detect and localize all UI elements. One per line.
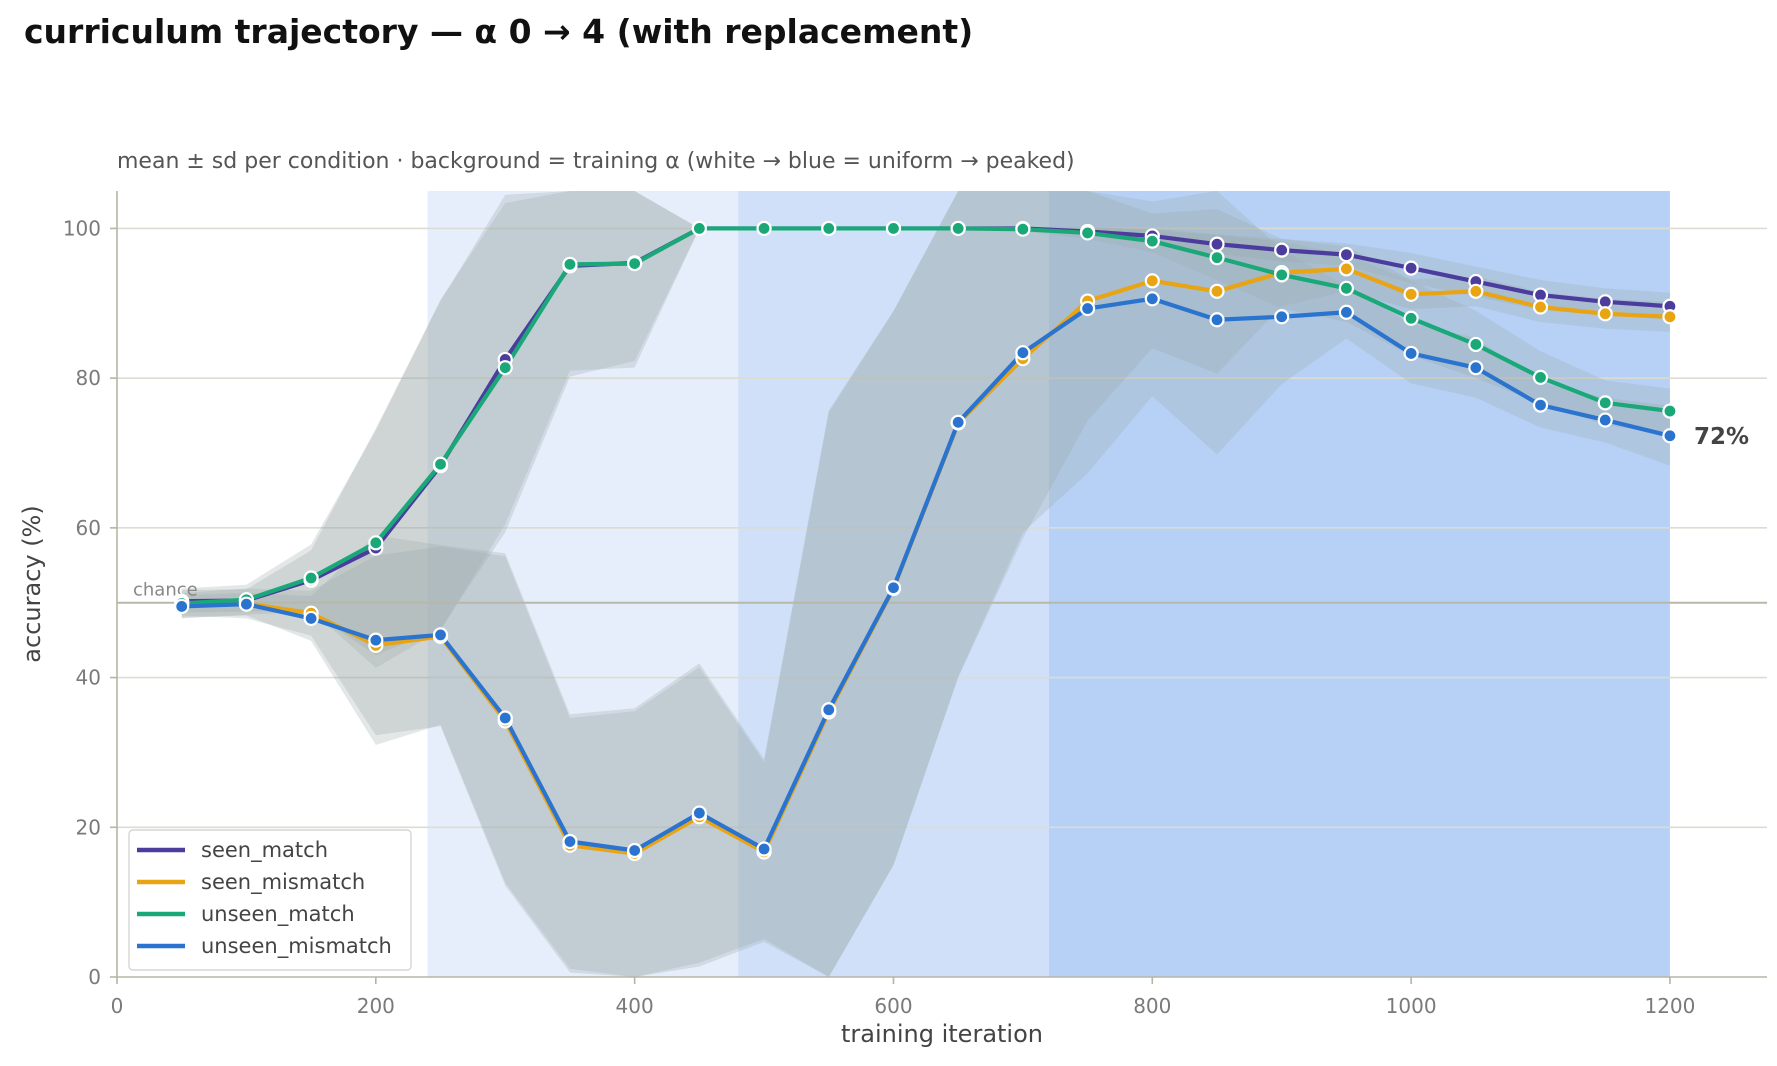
point-unseen_match [1209, 250, 1225, 266]
x-axis-label: training iteration [841, 1020, 1043, 1048]
series-line-unseen_match [181, 226, 1671, 606]
legend-label-seen_match: seen_match [201, 838, 328, 863]
x-tick-label: 1200 [1644, 994, 1695, 1018]
point-unseen_match [1274, 267, 1290, 283]
point-unseen_mismatch [174, 598, 190, 615]
point-unseen_match [1597, 395, 1613, 411]
point-seen_match [1338, 247, 1355, 263]
chart-title: curriculum trajectory — α 0 → 4 (with re… [24, 12, 974, 51]
point-seen_match [1209, 236, 1225, 252]
point-unseen_mismatch [1079, 300, 1096, 317]
point-unseen_match [368, 535, 384, 551]
final-value-label: 72% [1694, 424, 1749, 450]
sd-band-unseen_match [181, 191, 1670, 656]
point-unseen_match [1015, 221, 1031, 237]
chart-subtitle: mean ± sd per condition · background = t… [117, 149, 1075, 174]
legend-box [128, 829, 412, 971]
point-seen_mismatch [1209, 283, 1225, 299]
point-seen_mismatch [1403, 286, 1419, 302]
point-unseen_match [627, 256, 643, 272]
y-tick-label: 20 [76, 815, 101, 839]
point-unseen_match [1468, 336, 1484, 353]
point-unseen_mismatch [821, 702, 837, 718]
sd-band-unseen_mismatch [181, 191, 1670, 977]
point-unseen_match [756, 220, 772, 237]
x-tick-label: 1000 [1386, 994, 1437, 1018]
point-seen_mismatch [1144, 273, 1160, 289]
y-tick-label: 40 [76, 666, 101, 690]
point-unseen_match [432, 456, 449, 472]
legend: seen_match seen_mismatch unseen_matchunsee… [128, 829, 412, 971]
x-tick-label: 0 [111, 994, 124, 1018]
point-unseen_mismatch [1468, 360, 1484, 376]
point-unseen_mismatch [1274, 309, 1290, 325]
point-unseen_match [1403, 310, 1419, 326]
point-unseen_mismatch [1662, 428, 1678, 444]
point-unseen_mismatch [1597, 412, 1613, 428]
x-tick-label: 400 [616, 994, 654, 1018]
point-seen_mismatch [1597, 306, 1613, 322]
point-unseen_mismatch [368, 632, 384, 648]
point-unseen_mismatch [627, 842, 643, 859]
point-seen_mismatch [1532, 299, 1549, 315]
point-unseen_match [691, 220, 707, 237]
point-seen_match [1403, 260, 1419, 276]
sd-band-seen_mismatch [181, 191, 1670, 977]
point-unseen_match [562, 256, 578, 272]
point-unseen_match [1662, 403, 1678, 419]
point-unseen_match [497, 360, 513, 376]
y-tick-label: 60 [76, 516, 101, 540]
x-tick-label: 200 [357, 994, 395, 1018]
point-unseen_mismatch [497, 710, 513, 726]
y-axis-label: accuracy (%) [18, 505, 46, 662]
point-unseen_mismatch [691, 805, 707, 821]
point-unseen_mismatch [950, 414, 966, 430]
y-tick-label: 0 [88, 965, 101, 989]
x-tick-label: 800 [1133, 994, 1171, 1018]
point-unseen_match [1144, 233, 1160, 249]
point-seen_mismatch [1662, 309, 1678, 325]
point-unseen_mismatch [1144, 291, 1160, 307]
point-unseen_mismatch [1403, 345, 1419, 362]
point-unseen_match [303, 570, 319, 586]
point-unseen_match [885, 220, 902, 237]
point-seen_mismatch [1468, 283, 1484, 299]
point-unseen_mismatch [1209, 312, 1225, 328]
legend-label-seen_mismatch: seen_mismatch [201, 870, 365, 895]
point-unseen_mismatch [1015, 345, 1031, 361]
point-unseen_mismatch [756, 841, 772, 857]
point-unseen_mismatch [303, 610, 319, 627]
point-seen_mismatch [1338, 261, 1355, 277]
point-unseen_mismatch [432, 627, 449, 643]
point-seen_match [1274, 242, 1290, 258]
point-unseen_mismatch [1338, 304, 1355, 320]
point-unseen_match [1338, 280, 1355, 296]
point-unseen_match [950, 220, 966, 237]
point-unseen_mismatch [562, 833, 578, 850]
y-tick-label: 80 [76, 366, 101, 390]
x-tick-label: 600 [874, 994, 912, 1018]
point-unseen_match [1079, 225, 1096, 241]
series-line-unseen_mismatch [181, 296, 1671, 853]
point-unseen_match [1532, 369, 1549, 385]
point-unseen_match [821, 220, 837, 237]
y-tick-label: 100 [63, 216, 101, 240]
point-unseen_mismatch [238, 596, 255, 612]
point-unseen_mismatch [1532, 397, 1549, 413]
legend-label-unseen_match: unseen_match [201, 902, 355, 927]
point-unseen_mismatch [885, 580, 902, 596]
sd-band-seen_match [181, 191, 1670, 668]
legend-label-unseen_mismatch: unseen_mismatch [201, 934, 392, 959]
